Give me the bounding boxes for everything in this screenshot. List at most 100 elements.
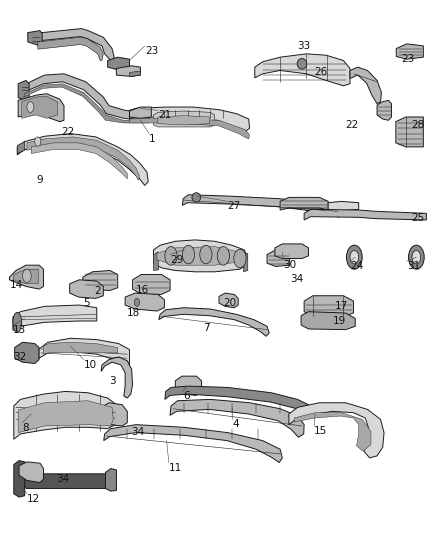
Text: 5: 5 — [83, 298, 89, 309]
Text: 6: 6 — [183, 391, 190, 401]
Text: 17: 17 — [335, 301, 348, 311]
Circle shape — [22, 269, 31, 282]
Text: 16: 16 — [136, 285, 149, 295]
Polygon shape — [175, 376, 201, 395]
Polygon shape — [255, 54, 350, 86]
Text: 27: 27 — [228, 201, 241, 212]
Polygon shape — [18, 80, 29, 100]
Polygon shape — [396, 44, 424, 59]
Polygon shape — [304, 296, 353, 317]
Polygon shape — [377, 100, 392, 120]
Polygon shape — [101, 357, 133, 398]
Polygon shape — [70, 280, 103, 298]
Polygon shape — [350, 67, 381, 104]
Polygon shape — [294, 413, 371, 451]
Polygon shape — [130, 71, 141, 76]
Text: 30: 30 — [284, 260, 297, 270]
Polygon shape — [130, 118, 250, 139]
Text: 18: 18 — [127, 308, 141, 318]
Polygon shape — [38, 37, 103, 61]
Polygon shape — [108, 57, 130, 70]
Polygon shape — [396, 117, 424, 147]
Polygon shape — [280, 197, 328, 210]
Circle shape — [346, 245, 362, 269]
Circle shape — [412, 251, 421, 264]
Polygon shape — [133, 274, 170, 294]
Polygon shape — [304, 209, 426, 220]
Polygon shape — [130, 107, 250, 132]
Text: 34: 34 — [290, 274, 303, 285]
Polygon shape — [130, 107, 151, 118]
Ellipse shape — [192, 193, 201, 202]
Text: 28: 28 — [411, 120, 424, 130]
Text: 22: 22 — [346, 120, 359, 130]
Polygon shape — [219, 293, 238, 308]
Text: 4: 4 — [232, 419, 239, 430]
Circle shape — [35, 137, 41, 146]
Ellipse shape — [297, 59, 307, 69]
Text: 14: 14 — [10, 280, 23, 290]
Circle shape — [165, 247, 177, 265]
Text: 19: 19 — [332, 317, 346, 326]
Polygon shape — [157, 247, 244, 265]
Polygon shape — [153, 111, 215, 127]
Polygon shape — [158, 116, 209, 125]
Text: 31: 31 — [407, 261, 420, 271]
Polygon shape — [289, 403, 384, 458]
Circle shape — [27, 102, 34, 112]
Text: 2: 2 — [95, 286, 101, 296]
Polygon shape — [14, 391, 118, 439]
Polygon shape — [17, 142, 25, 154]
Text: 12: 12 — [27, 494, 40, 504]
Polygon shape — [244, 253, 248, 272]
Polygon shape — [106, 469, 117, 491]
Circle shape — [134, 298, 140, 306]
Polygon shape — [159, 308, 269, 336]
Polygon shape — [14, 461, 25, 497]
Polygon shape — [170, 399, 304, 437]
Text: 26: 26 — [314, 67, 328, 77]
Polygon shape — [14, 342, 39, 364]
Text: 15: 15 — [314, 426, 328, 436]
Polygon shape — [10, 265, 43, 289]
Polygon shape — [328, 201, 359, 211]
Text: 3: 3 — [109, 376, 116, 386]
Circle shape — [234, 249, 246, 268]
Text: 10: 10 — [84, 360, 97, 369]
Polygon shape — [165, 386, 309, 414]
Text: 25: 25 — [411, 213, 424, 223]
Polygon shape — [125, 293, 164, 311]
Circle shape — [200, 245, 212, 264]
Polygon shape — [18, 401, 113, 433]
Polygon shape — [104, 425, 283, 463]
Polygon shape — [43, 342, 118, 354]
Text: 32: 32 — [13, 352, 26, 361]
Text: 23: 23 — [145, 46, 158, 56]
Text: 1: 1 — [149, 134, 156, 143]
Polygon shape — [153, 240, 247, 272]
Polygon shape — [14, 269, 38, 284]
Polygon shape — [25, 474, 110, 488]
Text: 22: 22 — [61, 127, 74, 137]
Polygon shape — [24, 84, 149, 123]
Polygon shape — [267, 250, 290, 266]
Text: 21: 21 — [158, 110, 171, 120]
Text: 20: 20 — [223, 298, 237, 309]
Ellipse shape — [13, 312, 21, 332]
Polygon shape — [275, 244, 308, 259]
Text: 23: 23 — [402, 54, 415, 64]
Text: 9: 9 — [36, 175, 43, 185]
Polygon shape — [301, 312, 355, 329]
Text: 33: 33 — [297, 41, 311, 51]
Text: 11: 11 — [169, 463, 182, 473]
Polygon shape — [19, 462, 43, 482]
Polygon shape — [13, 305, 97, 330]
Circle shape — [409, 245, 424, 269]
Text: 8: 8 — [22, 423, 29, 433]
Polygon shape — [182, 195, 339, 217]
Polygon shape — [153, 252, 159, 270]
Text: 34: 34 — [131, 427, 144, 437]
Polygon shape — [31, 143, 127, 179]
Polygon shape — [37, 29, 114, 62]
Text: 7: 7 — [203, 323, 210, 333]
